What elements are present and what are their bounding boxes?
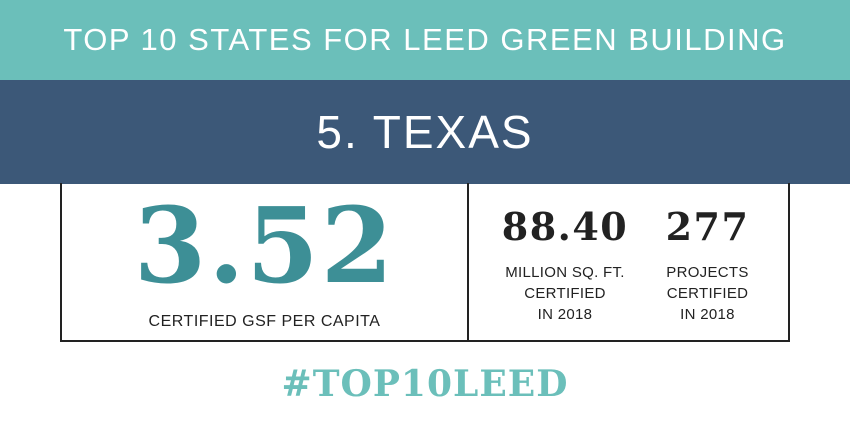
stats-box: [60, 183, 790, 342]
stat-projects-value: 277: [665, 204, 750, 249]
hashtag: #TOP10LEED: [281, 363, 569, 405]
stats-divider: [467, 183, 469, 342]
header-banner: TOP 10 STATES FOR LEED GREEN BUILDING: [0, 0, 850, 80]
state-banner: 5. TEXAS: [0, 80, 850, 184]
stat-projects-label: PROJECTS CERTIFIED IN 2018: [666, 264, 749, 323]
stat-sqft-value: 88.40: [501, 204, 629, 249]
stat-sqft-label: MILLION SQ. FT. CERTIFIED IN 2018: [505, 264, 625, 323]
header-title: TOP 10 STATES FOR LEED GREEN BUILDING: [63, 22, 787, 57]
state-title: 5. TEXAS: [316, 106, 534, 158]
main-stat-value: 3.52: [133, 184, 396, 307]
main-stat-label: CERTIFIED GSF PER CAPITA: [148, 313, 381, 330]
